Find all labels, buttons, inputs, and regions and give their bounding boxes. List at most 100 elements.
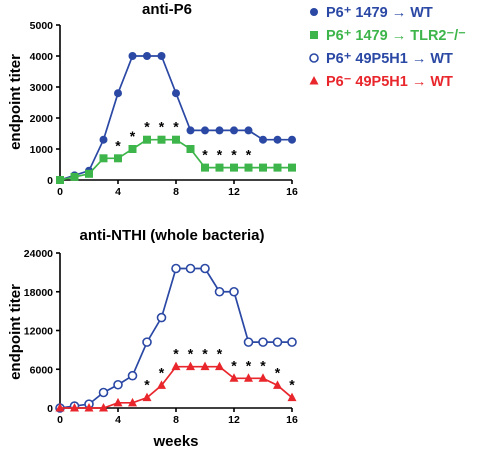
series-line — [60, 365, 293, 409]
data-point — [99, 154, 108, 163]
data-point — [186, 145, 195, 153]
data-point — [201, 163, 209, 172]
data-point — [127, 370, 138, 381]
data-point — [55, 403, 65, 412]
legend: P6⁺ 1479 → WT P6⁺ 1479 → TLR2⁻/⁻ P6⁺ 49P5H… — [309, 5, 466, 90]
data-point — [243, 337, 254, 347]
data-point — [215, 126, 224, 135]
data-point — [201, 126, 209, 135]
data-point — [172, 135, 180, 144]
legend-marker — [309, 53, 319, 63]
data-point — [259, 135, 267, 144]
data-point — [172, 89, 180, 98]
y-tick-label: 6000 — [30, 364, 54, 376]
y-tick-label: 3000 — [30, 82, 54, 94]
legend-label: P6⁺ 1479 → WT — [326, 5, 433, 21]
legend-label: P6⁻ 49P5H1 → WT — [326, 74, 453, 90]
significance-star: * — [217, 346, 223, 362]
data-point — [98, 387, 109, 398]
y-tick-label: 4000 — [30, 51, 54, 63]
data-point — [186, 126, 195, 135]
data-point — [230, 126, 238, 135]
y-tick-label: 0 — [47, 403, 53, 415]
y-tick-label: 2000 — [30, 113, 54, 125]
top-chart: 0 1000 2000 3000 4000 5000 0 4 8 12 16 * * * * * * * * * — [30, 20, 298, 198]
data-point — [113, 397, 123, 407]
data-point — [185, 263, 196, 274]
data-point — [157, 380, 166, 389]
significance-star: * — [159, 119, 165, 135]
data-point — [128, 52, 137, 60]
y-tick-label: 18000 — [24, 287, 53, 299]
data-point — [171, 361, 181, 371]
data-point — [272, 337, 283, 347]
y-tick-label: 24000 — [24, 248, 53, 260]
data-point — [85, 169, 93, 178]
data-point — [143, 135, 151, 144]
data-point — [171, 263, 181, 274]
legend-label: P6⁺ 1479 → TLR2⁻/⁻ — [326, 28, 466, 44]
significance-star: * — [115, 137, 121, 153]
legend-marker — [309, 76, 319, 85]
legend-marker — [310, 8, 318, 16]
data-point — [288, 135, 296, 144]
legend-marker — [310, 31, 318, 39]
significance-star: * — [289, 377, 295, 393]
data-point — [56, 176, 64, 184]
data-point — [215, 361, 224, 371]
data-point — [157, 52, 166, 60]
series-line — [59, 267, 292, 409]
x-tick-label: 0 — [57, 414, 63, 426]
significance-star: * — [130, 128, 136, 144]
x-tick-label: 12 — [228, 414, 240, 426]
data-point — [156, 312, 167, 323]
significance-star: * — [159, 364, 165, 380]
significance-star: * — [217, 147, 223, 163]
legend-label: P6⁺ 49P5H1 → WT — [326, 51, 453, 67]
data-point — [229, 373, 239, 382]
significance-star: * — [246, 357, 252, 373]
data-point — [288, 163, 296, 172]
x-tick-label: 4 — [115, 186, 121, 198]
x-tick-label: 12 — [228, 186, 240, 198]
data-point — [142, 337, 152, 347]
data-point — [84, 403, 94, 412]
data-point — [244, 126, 253, 135]
data-point — [287, 392, 297, 402]
y-tick-label: 12000 — [24, 326, 53, 338]
significance-star: * — [173, 346, 179, 362]
significance-star: * — [188, 346, 194, 362]
significance-star: * — [246, 147, 252, 163]
data-point — [143, 52, 151, 60]
data-point — [128, 145, 137, 153]
top-chart-title: anti-P6 — [142, 1, 192, 18]
significance-star: * — [275, 364, 281, 380]
data-point — [230, 163, 238, 172]
significance-star: * — [231, 357, 237, 373]
data-point — [114, 154, 122, 163]
x-tick-label: 8 — [173, 186, 179, 198]
data-point — [186, 361, 195, 371]
bottom-chart-ylabel: endpoint titer — [7, 284, 24, 380]
data-point — [287, 337, 297, 347]
data-point — [273, 380, 282, 389]
significance-star: * — [202, 346, 208, 362]
data-point — [244, 163, 253, 172]
data-point — [99, 135, 108, 144]
significance-star: * — [173, 119, 179, 135]
y-tick-label: 0 — [47, 175, 53, 187]
significance-star: * — [144, 119, 150, 135]
bottom-chart-xlabel: weeks — [152, 433, 198, 450]
significance-star: * — [231, 147, 237, 163]
data-point — [273, 135, 282, 144]
bottom-chart: 0 6000 12000 18000 24000 0 4 8 12 16 * * * * * * * * * * * — [24, 248, 298, 426]
data-point — [114, 89, 122, 98]
data-point — [200, 263, 210, 274]
data-point — [128, 397, 137, 407]
x-tick-label: 16 — [286, 414, 298, 426]
data-point — [244, 373, 253, 382]
x-tick-label: 0 — [57, 186, 63, 198]
data-point — [157, 135, 166, 144]
x-tick-label: 4 — [115, 414, 121, 426]
